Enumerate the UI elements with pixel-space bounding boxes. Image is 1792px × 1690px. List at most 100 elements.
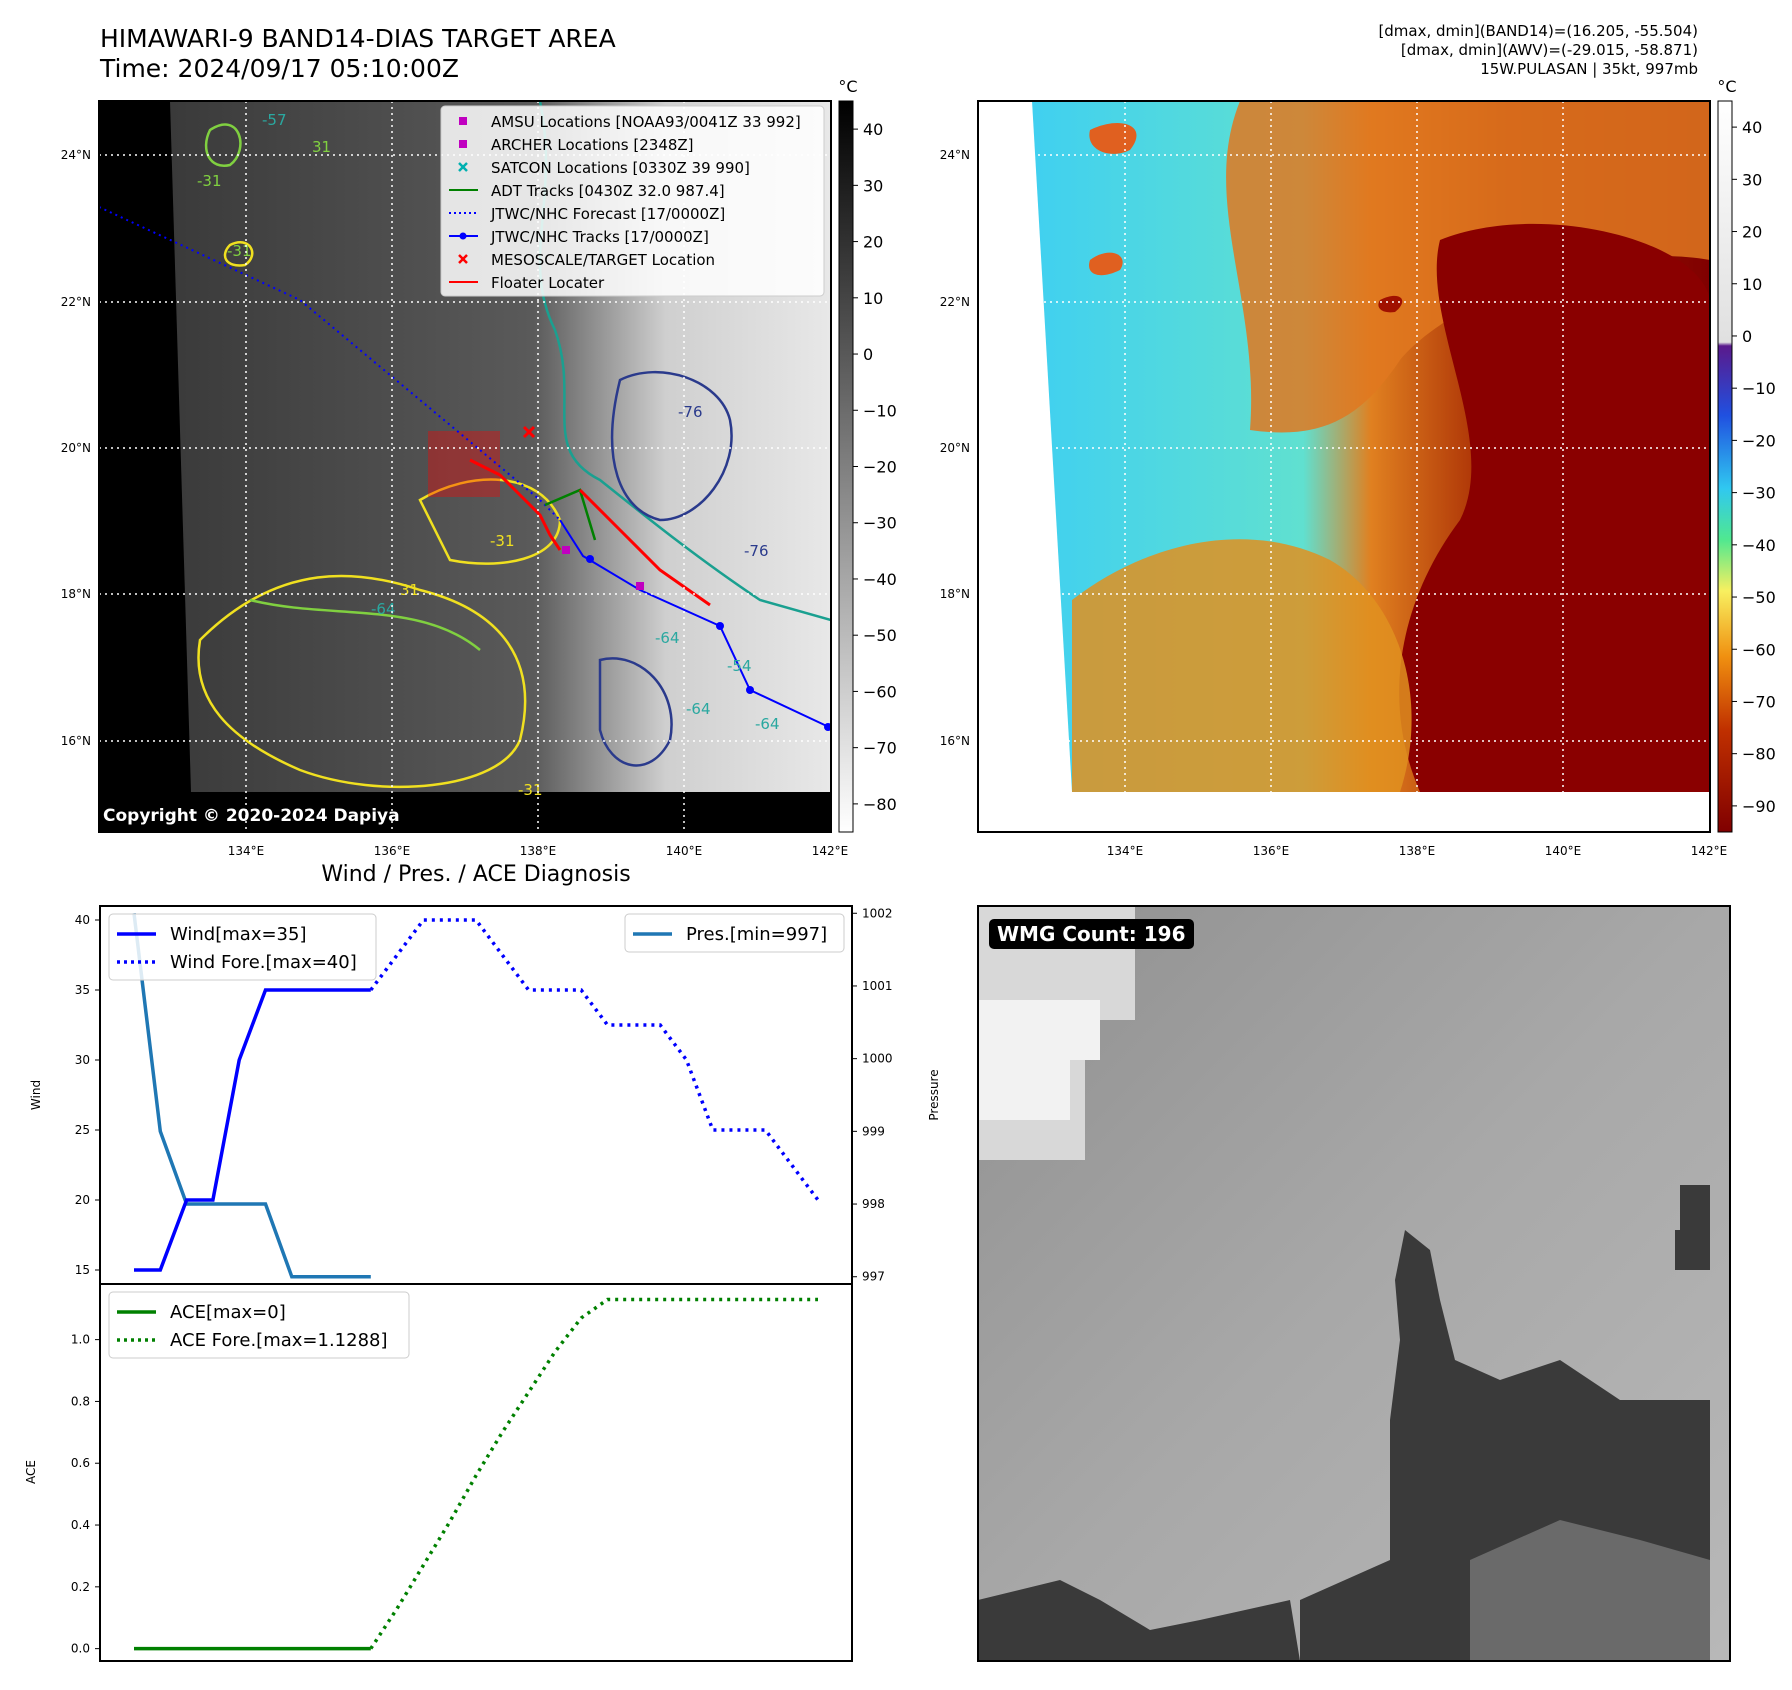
legend-amsu-marker xyxy=(459,117,467,125)
gray-cbar-tick-label: −40 xyxy=(863,570,897,589)
legend-satcon-marker xyxy=(458,162,468,172)
pressure-tick-label: 1001 xyxy=(862,979,893,993)
legend-wind-label: Wind[max=35] xyxy=(170,924,307,945)
legend-ace-label: ACE[max=0] xyxy=(170,1302,286,1323)
pressure-axis-label: Pressure xyxy=(927,1069,941,1120)
ir-map-panel: -57 31 -31 -31 -76 -76 -64 -64 -64 -64 -… xyxy=(61,77,897,858)
gray-cbar-tick-label: 40 xyxy=(863,120,883,139)
lon-tick-label: 134°E xyxy=(228,844,265,858)
legend-entry: JTWC/NHC Forecast [17/0000Z] xyxy=(490,205,725,223)
color-colorbar-unit: °C xyxy=(1717,77,1736,96)
gray-cbar-tick-label: −70 xyxy=(863,739,897,758)
mesoscale-target-box xyxy=(428,431,500,497)
pressure-tick-label: 998 xyxy=(862,1197,885,1211)
ir-lon-ticks: 134°E 136°E 138°E 140°E 142°E xyxy=(228,844,849,858)
storm-info: [dmax, dmin](BAND14)=(16.205, -55.504) [… xyxy=(1378,22,1698,79)
wmg-panel xyxy=(977,905,1731,1662)
contour-label: -54 xyxy=(727,657,752,675)
info-line-1: [dmax, dmin](BAND14)=(16.205, -55.504) xyxy=(1378,22,1698,40)
lat-tick-label: 22°N xyxy=(940,295,970,309)
wind-tick-label: 15 xyxy=(75,1263,90,1277)
contour-label: -57 xyxy=(262,111,287,129)
lat-tick-label: 16°N xyxy=(940,734,970,748)
amsu-location-marker xyxy=(562,546,570,554)
lon-tick-label: 138°E xyxy=(520,844,557,858)
legend-entry: AMSU Locations [NOAA93/0041Z 33 992] xyxy=(491,113,801,131)
legend-entry: Floater Locater xyxy=(491,274,605,292)
track-point xyxy=(746,686,754,694)
gray-cbar-tick-label: 30 xyxy=(863,176,883,195)
legend-entry: JTWC/NHC Tracks [17/0000Z] xyxy=(490,228,709,246)
contour-navy-2 xyxy=(598,657,673,767)
pressure-series-line xyxy=(132,913,371,1279)
lon-tick-label: 136°E xyxy=(374,844,411,858)
legend-entry: MESOSCALE/TARGET Location xyxy=(491,251,715,269)
wind-series-line xyxy=(134,988,371,1272)
lon-tick-label: 142°E xyxy=(812,844,849,858)
ir-map-legend: AMSU Locations [NOAA93/0041Z 33 992] ARC… xyxy=(440,105,825,297)
contour-label: -76 xyxy=(744,542,769,560)
color-colorbar xyxy=(1717,100,1733,833)
wind-legend: Wind[max=35] Wind Fore.[max=40] xyxy=(108,913,377,981)
mesoscale-target-marker xyxy=(522,425,536,439)
lon-tick-label: 142°E xyxy=(1691,844,1728,858)
wind-tick-label: 30 xyxy=(75,1053,90,1067)
wv-map-panel: 24°N 22°N 20°N 18°N 16°N 134°E 136°E 138… xyxy=(940,77,1776,858)
ace-legend: ACE[max=0] ACE Fore.[max=1.1288] xyxy=(108,1291,410,1359)
info-line-3: 15W.PULASAN | 35kt, 997mb xyxy=(1480,60,1698,78)
contour-label: -31 xyxy=(518,781,543,799)
contour-label: -31 xyxy=(197,172,222,190)
contour-label: -64 xyxy=(686,700,711,718)
color-cbar-tick-label: −80 xyxy=(1742,745,1776,764)
pressure-tick-label: 1000 xyxy=(862,1052,893,1066)
wmg-dark-region-2 xyxy=(1675,1185,1710,1270)
pressure-tick-label: 997 xyxy=(862,1270,885,1284)
track-point xyxy=(716,622,724,630)
lon-tick-label: 138°E xyxy=(1399,844,1436,858)
pressure-ticks: 1002 1001 1000 999 998 997 xyxy=(852,906,893,1284)
wind-tick-label: 35 xyxy=(75,983,90,997)
gray-cbar-tick-label: −80 xyxy=(863,795,897,814)
color-cbar-tick-label: 0 xyxy=(1742,327,1752,346)
ace-tick-label: 0.8 xyxy=(71,1394,90,1408)
figure-title: HIMAWARI-9 BAND14-DIAS TARGET AREA Time:… xyxy=(100,24,616,84)
legend-ace-fore-label: ACE Fore.[max=1.1288] xyxy=(170,1330,388,1351)
wind-ticks: 40 35 30 25 20 15 xyxy=(75,913,100,1277)
contour-label: 31 xyxy=(312,138,331,156)
gray-cbar-tick-label: −10 xyxy=(863,401,897,420)
wind-tick-label: 40 xyxy=(75,913,90,927)
wv-lon-ticks: 134°E 136°E 138°E 140°E 142°E xyxy=(1107,844,1728,858)
diagnosis-panel: 40 35 30 25 20 15 1002 1001 1000 999 998 997 1.0 0.… xyxy=(24,905,941,1662)
legend-archer-marker xyxy=(459,140,467,148)
contour-navy-1 xyxy=(610,371,733,522)
color-cbar-tick-label: −30 xyxy=(1742,484,1776,503)
diagnosis-title: Wind / Pres. / ACE Diagnosis xyxy=(321,862,631,887)
color-cbar-tick-label: 30 xyxy=(1742,170,1762,189)
gray-colorbar-ticks: 40 30 20 10 0 −10 −20 −30 −40 −50 −60 −70 −80 xyxy=(853,120,897,814)
color-cbar-tick-label: 20 xyxy=(1742,223,1762,242)
color-cbar-tick-label: 40 xyxy=(1742,118,1762,137)
lat-tick-label: 20°N xyxy=(61,441,91,455)
color-cbar-tick-label: −90 xyxy=(1742,797,1776,816)
wind-tick-label: 20 xyxy=(75,1193,90,1207)
contour-label: -31 xyxy=(227,242,252,260)
contour-label: -64 xyxy=(371,600,396,618)
wv-features xyxy=(1072,101,1710,792)
contour-label: -76 xyxy=(678,403,703,421)
gray-cbar-tick-label: −30 xyxy=(863,514,897,533)
wv-gridlines xyxy=(978,101,1710,832)
ace-axis-label: ACE xyxy=(24,1460,38,1484)
color-cbar-tick-label: −40 xyxy=(1742,536,1776,555)
archer-location-marker xyxy=(636,582,644,590)
track-point xyxy=(586,555,594,563)
legend-track-point xyxy=(459,232,467,240)
jtwc-best-track xyxy=(559,519,832,729)
legend-target-marker xyxy=(458,254,468,264)
lon-tick-label: 136°E xyxy=(1253,844,1290,858)
ir-map-frame xyxy=(98,100,832,833)
legend-entry: SATCON Locations [0330Z 39 990] xyxy=(491,159,750,177)
ace-forecast-series-line xyxy=(369,1297,818,1650)
pressure-tick-label: 999 xyxy=(862,1124,885,1138)
lat-tick-label: 18°N xyxy=(61,587,91,601)
